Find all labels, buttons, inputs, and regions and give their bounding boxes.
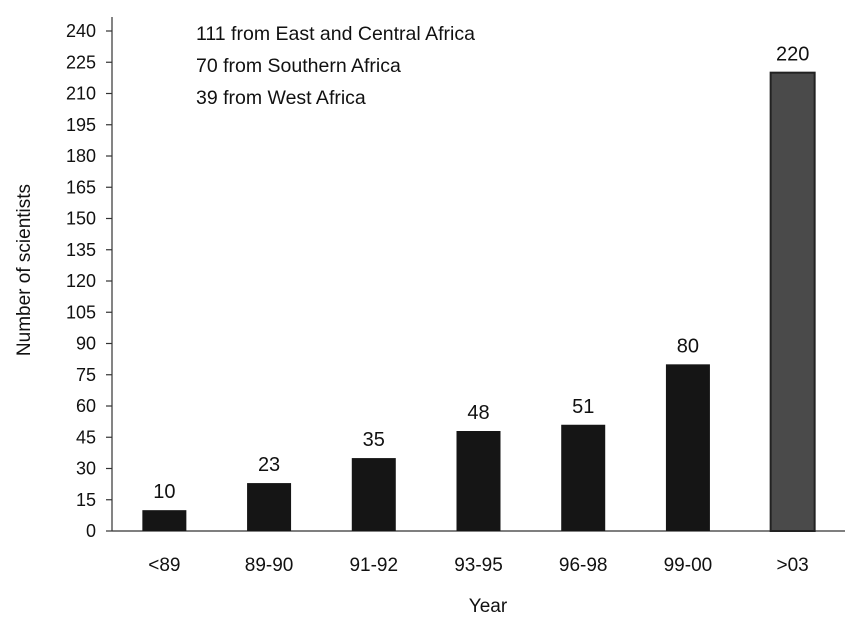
y-tick-label: 75 [76, 365, 96, 385]
x-tick-label: >03 [777, 555, 809, 576]
bar-value-label: 48 [467, 402, 489, 424]
x-tick-label: 93-95 [454, 555, 503, 576]
bar [247, 483, 292, 531]
bars [142, 71, 816, 533]
y-tick-label: 15 [76, 490, 96, 510]
y-tick-label: 0 [86, 521, 96, 541]
bar [456, 431, 501, 531]
x-axis-title: Year [469, 596, 508, 617]
y-tick-label: 90 [76, 334, 96, 354]
annotation-line-2: 70 from Southern Africa [196, 55, 401, 77]
y-tick-label: 195 [66, 115, 96, 135]
y-tick-label: 210 [66, 84, 96, 104]
bar-value-label: 51 [572, 396, 594, 418]
y-tick-label: 150 [66, 209, 96, 229]
y-tick-label: 30 [76, 459, 96, 479]
y-tick-label: 120 [66, 271, 96, 291]
x-axis: <89 89-90 91-92 93-95 96-98 99-00 >03 [112, 530, 845, 576]
bar-value-label: 80 [677, 335, 699, 357]
y-tick-label: 165 [66, 177, 96, 197]
y-tick-label: 105 [66, 302, 96, 322]
y-tick-label: 240 [66, 21, 96, 41]
y-tick-label: 45 [76, 427, 96, 447]
bar [351, 458, 396, 531]
x-tick-label: 99-00 [664, 555, 713, 576]
y-tick-label: 60 [76, 396, 96, 416]
data-labels: 10 23 35 48 51 80 220 [153, 44, 809, 503]
bar [561, 424, 606, 531]
x-tick-label: 89-90 [245, 555, 294, 576]
x-tick-label: 96-98 [559, 555, 608, 576]
x-tick-label: 91-92 [349, 555, 398, 576]
y-tick-label: 135 [66, 240, 96, 260]
bar-value-label: 220 [776, 44, 809, 66]
bar-value-label: 10 [153, 481, 175, 503]
bar [769, 71, 816, 533]
y-axis: 0 15 30 45 60 75 90 105 120 135 150 165 180 195 210 225… [66, 17, 113, 541]
y-tick-label: 225 [66, 52, 96, 72]
annotation-block: 111 from East and Central Africa 70 from… [196, 23, 475, 109]
annotation-line-1: 111 from East and Central Africa [196, 23, 475, 45]
bar [665, 364, 710, 531]
bar [142, 510, 187, 531]
annotation-line-3: 39 from West Africa [196, 87, 366, 109]
y-tick-label: 180 [66, 146, 96, 166]
bar-value-label: 23 [258, 454, 280, 476]
bar-value-label: 35 [363, 429, 385, 451]
y-axis-title: Number of scientists [14, 184, 35, 356]
x-tick-label: <89 [148, 555, 180, 576]
